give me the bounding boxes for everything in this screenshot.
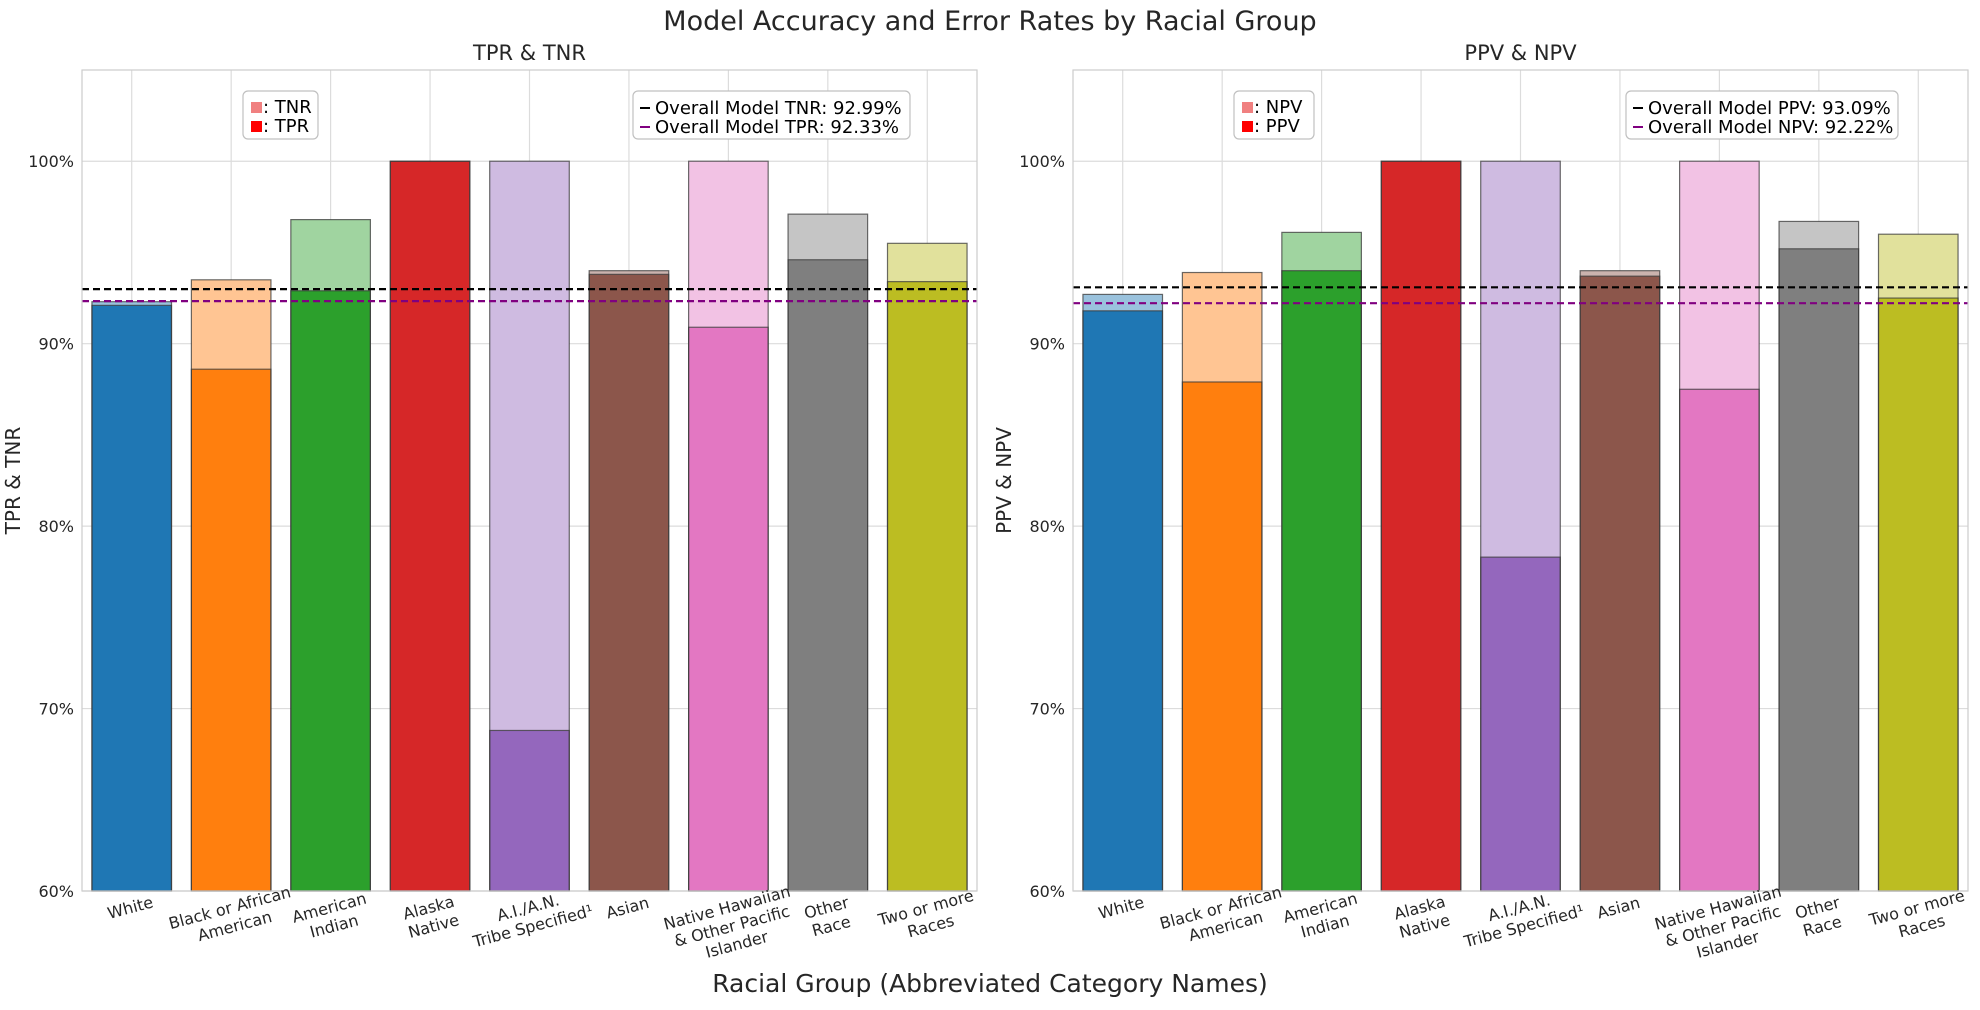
y-tick-label: 80% xyxy=(1029,517,1065,536)
bar-upper-segment xyxy=(1182,272,1262,382)
legend-box xyxy=(1233,90,1315,140)
x-tick-label: AmericanIndian xyxy=(1281,889,1364,945)
legend-label: Overall Model NPV: 92.22% xyxy=(1648,117,1893,138)
reference-legend: Overall Model TNR: 92.99%Overall Model T… xyxy=(632,90,911,140)
x-tick-label: White xyxy=(105,892,155,922)
x-tick-label: Black or AfricanAmerican xyxy=(1158,882,1289,951)
legend-swatch xyxy=(251,102,262,113)
legend-label: Overall Model TNR: 92.99% xyxy=(655,98,902,119)
x-tick-label: AlaskaNative xyxy=(1392,892,1452,942)
legend-swatch xyxy=(1242,102,1253,113)
bar-lower-segment xyxy=(91,305,172,891)
plot-frame xyxy=(81,69,978,892)
legend-label: Overall Model PPV: 93.09% xyxy=(1648,98,1891,119)
bar-upper-segment xyxy=(589,270,669,275)
y-tick-label: 90% xyxy=(38,335,74,354)
legend-swatch xyxy=(1242,121,1253,132)
bar-upper-segment xyxy=(1480,161,1561,558)
x-tick-label: Asian xyxy=(604,893,651,923)
x-tick-label: Asian xyxy=(1595,893,1642,923)
bar-upper-segment xyxy=(191,279,271,370)
bar-upper-segment xyxy=(788,214,868,260)
legend-label: : TPR xyxy=(263,116,309,137)
bar-lower-segment xyxy=(1082,310,1163,891)
legend-label: Overall Model TPR: 92.33% xyxy=(655,117,899,138)
legend-label: : PPV xyxy=(1254,116,1300,137)
y-tick-label: 70% xyxy=(1029,700,1065,719)
bar-lower-segment xyxy=(1779,248,1859,892)
x-tick-label: AlaskaNative xyxy=(401,892,461,942)
x-tick-label: Two or moreRaces xyxy=(1866,886,1971,948)
bar-lower-segment xyxy=(191,369,271,892)
bar-lower-segment xyxy=(1679,389,1760,891)
bar-lower-segment xyxy=(1182,381,1262,891)
chart-tpr-tnr: 60% 70% 80% 90% 100% TPR & TNR TPR & TNR White B… xyxy=(1,41,980,971)
y-tick-label: 80% xyxy=(38,517,74,536)
bar-lower-segment xyxy=(688,327,769,891)
figure-title: Model Accuracy and Error Rates by Racial… xyxy=(663,6,1316,37)
x-tick-label: Black or AfricanAmerican xyxy=(167,882,298,951)
bar-lower-segment xyxy=(489,730,570,891)
legend-label: : NPV xyxy=(1254,97,1303,118)
figure-xlabel: Racial Group (Abbreviated Category Names… xyxy=(712,969,1268,998)
bar-lower-segment xyxy=(1381,161,1461,891)
bar-upper-segment xyxy=(1580,270,1660,277)
x-tick-label: AmericanIndian xyxy=(290,889,373,945)
series-legend: : TNR: TPR xyxy=(242,90,319,140)
legend-box xyxy=(1625,90,1899,140)
bar-upper-segment xyxy=(1779,221,1859,249)
x-tick-label: White xyxy=(1096,892,1146,922)
x-tick-label: OtherRace xyxy=(802,893,856,942)
y-axis-label: PPV & NPV xyxy=(992,427,1016,534)
y-tick-label: 60% xyxy=(38,882,74,901)
y-axis-label: TPR & TNR xyxy=(1,427,25,536)
chart-title: PPV & NPV xyxy=(1464,41,1577,65)
x-tick-label: Native Hawaiian& Other PacificIslander xyxy=(662,882,803,971)
x-tick-label: A.I./A.N.Tribe Specified¹ xyxy=(1456,883,1586,952)
y-tick-label: 100% xyxy=(28,152,74,171)
bar-upper-segment xyxy=(1679,161,1760,390)
x-tick-label: A.I./A.N.Tribe Specified¹ xyxy=(465,883,595,952)
bar-upper-segment xyxy=(688,161,769,328)
bar-lower-segment xyxy=(887,281,968,891)
legend-label: : TNR xyxy=(263,97,312,118)
bar-upper-segment xyxy=(887,243,968,282)
y-tick-label: 90% xyxy=(1029,335,1065,354)
bar-upper-segment xyxy=(91,301,172,306)
bar-lower-segment xyxy=(788,259,868,892)
y-tick-label: 100% xyxy=(1019,152,1065,171)
y-tick-label: 60% xyxy=(1029,882,1065,901)
bar-lower-segment xyxy=(1580,276,1660,891)
bar-lower-segment xyxy=(1480,557,1561,891)
bar-upper-segment xyxy=(290,219,371,291)
bar-lower-segment xyxy=(1878,298,1959,891)
reference-legend: Overall Model PPV: 93.09%Overall Model N… xyxy=(1625,90,1899,140)
series-legend: : NPV: PPV xyxy=(1233,90,1315,140)
bar-lower-segment xyxy=(390,161,470,891)
y-tick-label: 70% xyxy=(38,700,74,719)
bar-upper-segment xyxy=(1878,234,1959,299)
bar-upper-segment xyxy=(489,161,570,731)
bar-upper-segment xyxy=(1281,232,1362,271)
x-tick-label: Native Hawaiian& Other PacificIslander xyxy=(1653,882,1794,971)
legend-box xyxy=(632,90,911,140)
bar-lower-segment xyxy=(589,274,669,891)
chart-title: TPR & TNR xyxy=(472,41,586,65)
plot-frame xyxy=(1072,69,1969,892)
x-tick-label: Two or moreRaces xyxy=(875,886,980,948)
x-tick-label: OtherRace xyxy=(1793,893,1847,942)
bar-lower-segment xyxy=(290,290,371,891)
bar-lower-segment xyxy=(1281,270,1362,891)
chart-ppv-npv: 60% 70% 80% 90% 100% PPV & NPV PPV & NPV White B… xyxy=(992,41,1971,971)
legend-swatch xyxy=(251,121,262,132)
